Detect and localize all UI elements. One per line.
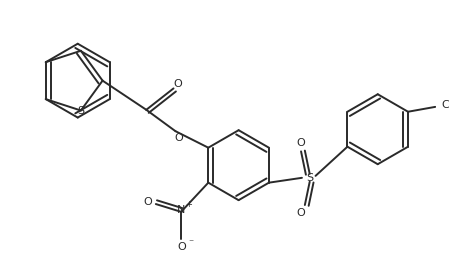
Text: O: O xyxy=(174,133,183,143)
Text: O: O xyxy=(297,208,305,218)
Text: N: N xyxy=(177,205,185,215)
Text: O: O xyxy=(178,242,186,252)
Text: O: O xyxy=(144,197,153,207)
Text: O: O xyxy=(173,79,182,89)
Text: ⁻: ⁻ xyxy=(188,238,194,248)
Text: O: O xyxy=(297,138,305,148)
Text: S: S xyxy=(306,173,313,183)
Text: S: S xyxy=(77,105,84,116)
Text: +: + xyxy=(185,199,192,209)
Text: Cl: Cl xyxy=(441,100,449,110)
